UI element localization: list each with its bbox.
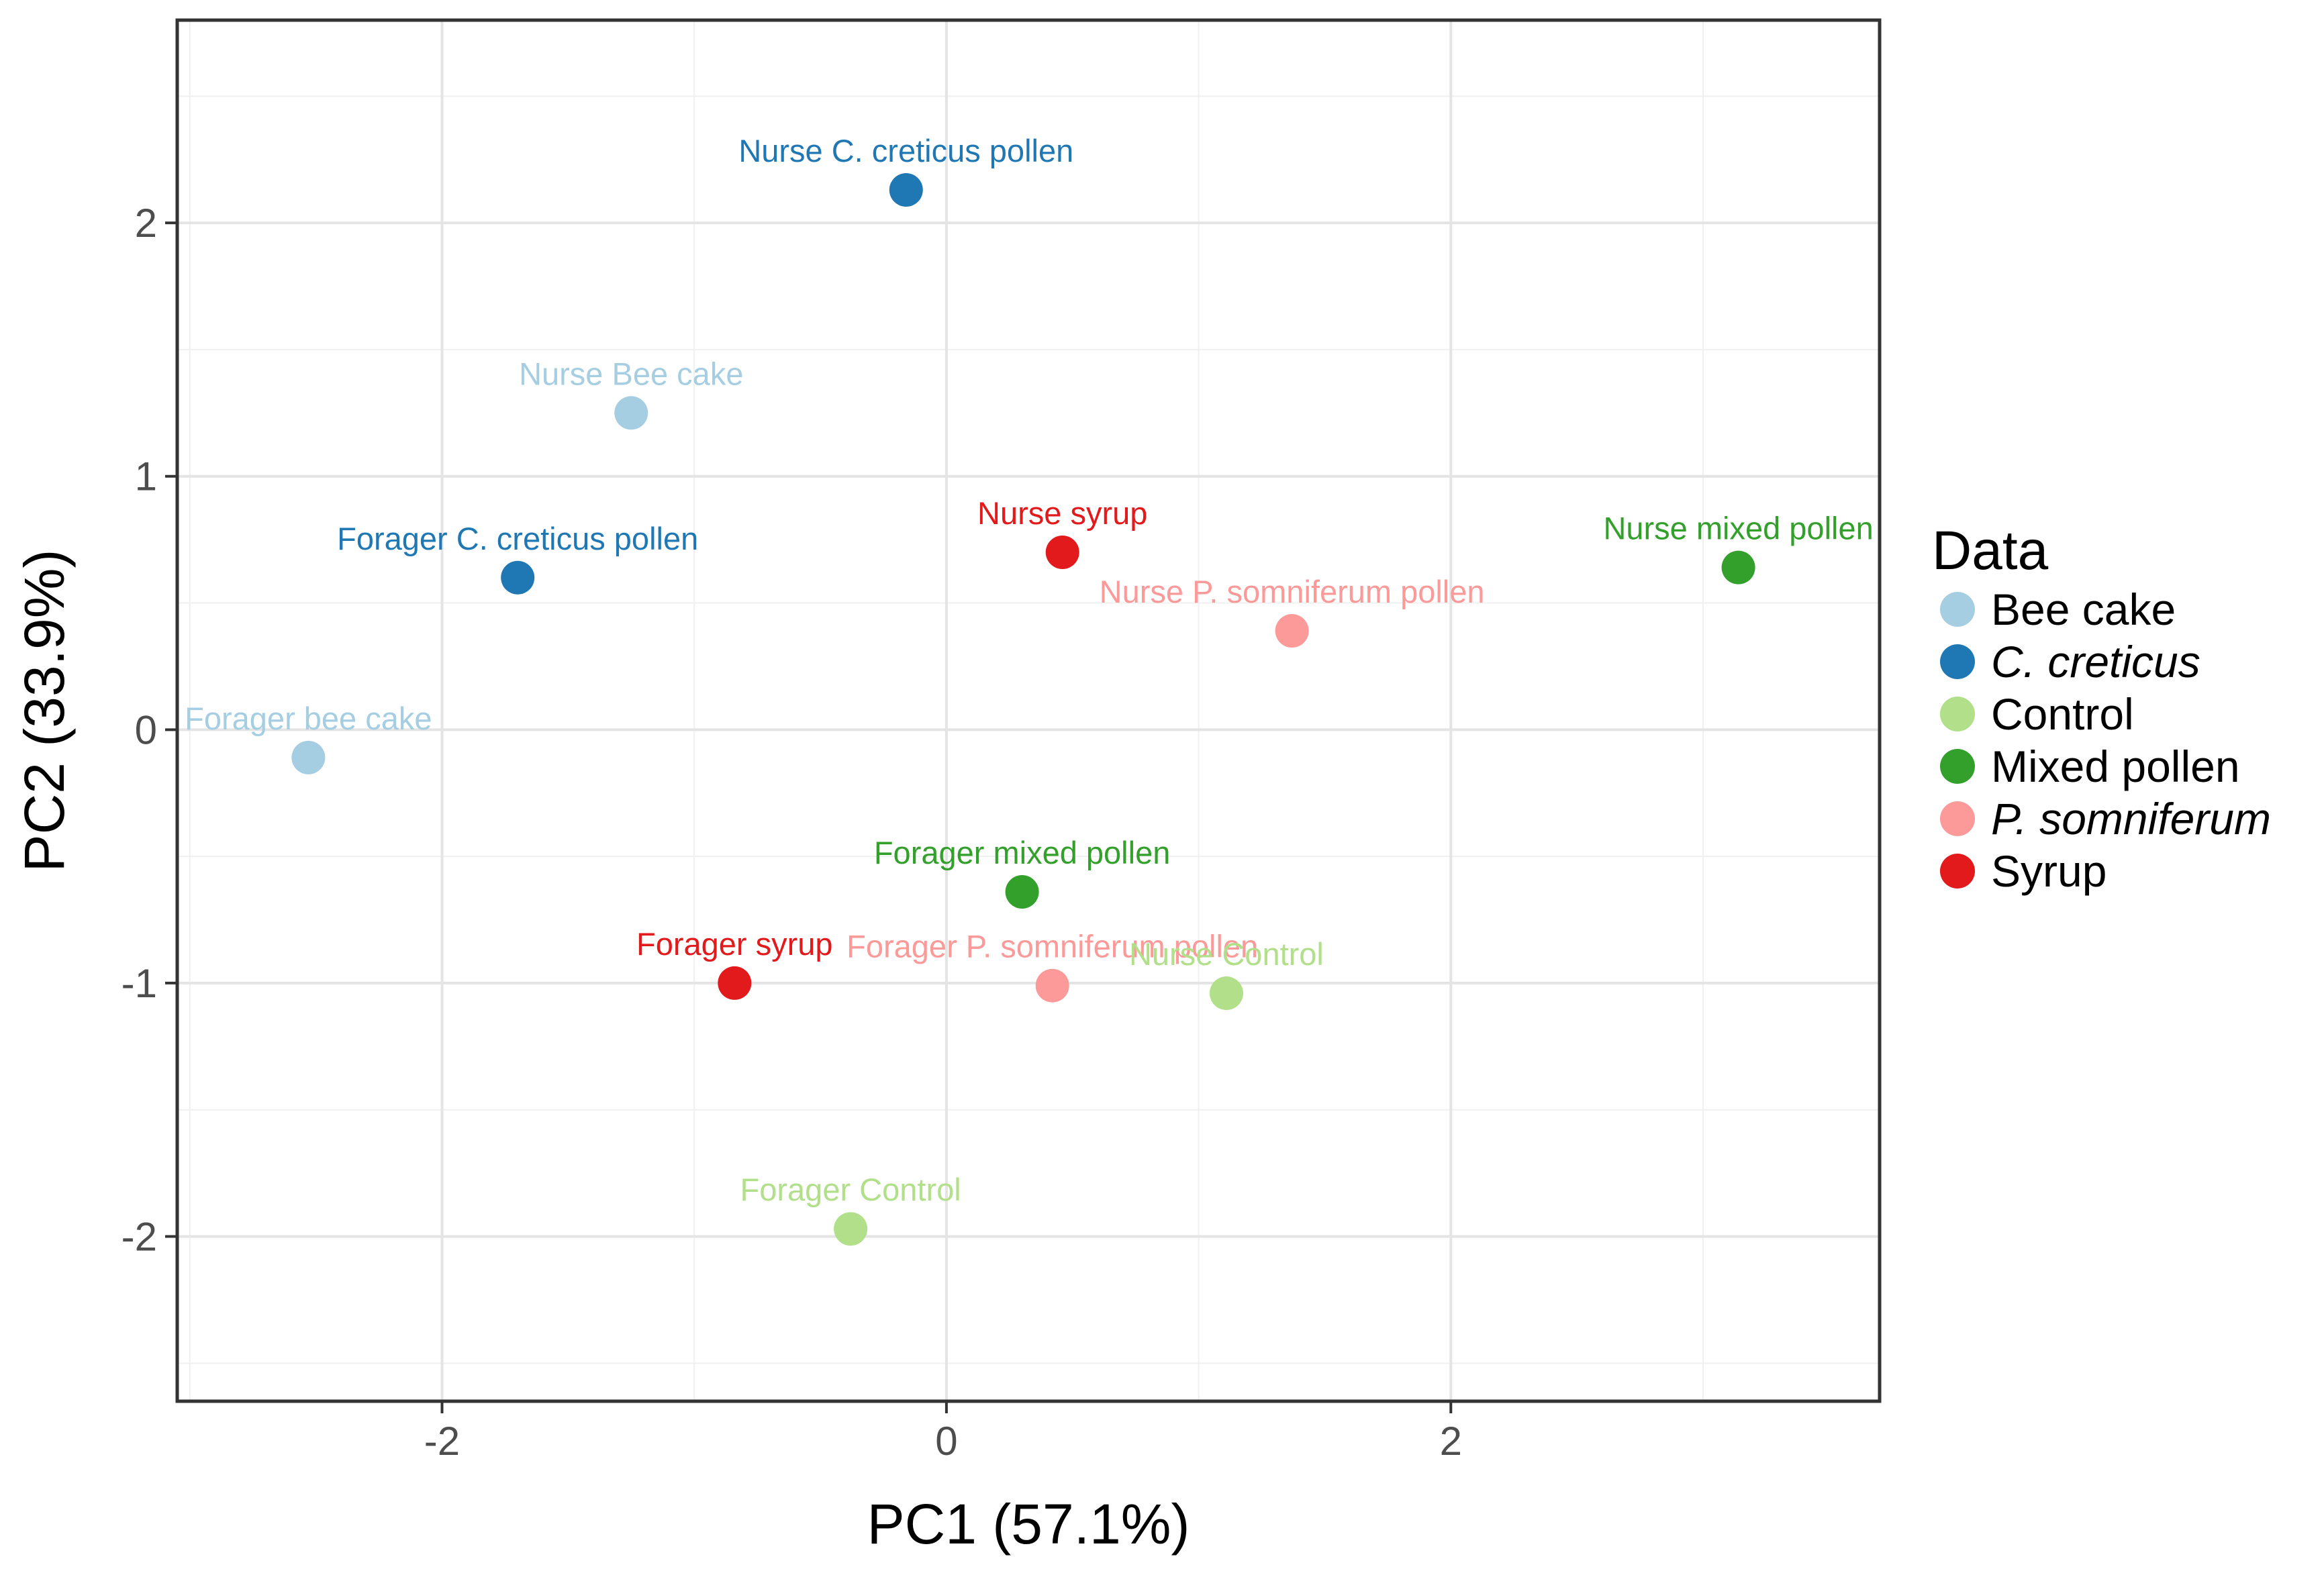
y-axis-title: PC2 (33.9%) <box>13 550 76 872</box>
y-tick-label: -2 <box>122 1215 157 1260</box>
legend-key <box>1940 801 1975 836</box>
data-point <box>834 1212 868 1246</box>
data-point <box>1035 968 1069 1003</box>
x-tick-label: 0 <box>935 1419 957 1464</box>
y-tick-labels: -2 -1 0 1 2 <box>122 201 157 1259</box>
legend-key <box>1940 749 1975 784</box>
point-label: Nurse Bee cake <box>519 356 743 391</box>
x-tick-label: 2 <box>1440 1419 1462 1464</box>
point-label: Forager C. creticus pollen <box>337 521 698 556</box>
data-point <box>614 396 648 430</box>
x-axis-title: PC1 (57.1%) <box>867 1492 1190 1556</box>
legend-key <box>1940 592 1975 627</box>
legend-key <box>1940 697 1975 731</box>
legend-title: Data <box>1932 520 2049 581</box>
legend-label: Bee cake <box>1991 585 2176 634</box>
grid-minor <box>177 20 1880 1401</box>
legend-label: P. somniferum <box>1991 794 2271 844</box>
y-tick-label: 0 <box>135 707 157 752</box>
point-label: Forager mixed pollen <box>874 835 1171 870</box>
point-label: Nurse Control <box>1129 936 1324 972</box>
data-point <box>1045 535 1079 569</box>
point-label: Nurse mixed pollen <box>1603 511 1873 546</box>
data-point <box>889 173 923 207</box>
axis-ticks <box>165 221 1453 1413</box>
data-point <box>1275 614 1309 648</box>
data-point <box>1721 550 1755 585</box>
point-label: Nurse P. somniferum pollen <box>1100 574 1485 609</box>
x-tick-label: -2 <box>424 1419 460 1464</box>
point-label: Forager syrup <box>636 926 833 962</box>
point-label: Nurse C. creticus pollen <box>738 133 1073 168</box>
legend-label: Syrup <box>1991 846 2107 896</box>
data-points <box>291 173 1755 1246</box>
point-labels: Nurse C. creticus pollen Nurse Bee cake Fo… <box>185 133 1874 1207</box>
x-tick-labels: -2 0 2 <box>424 1419 1462 1464</box>
legend-label: C. creticus <box>1991 637 2200 687</box>
point-label: Forager P. somniferum pollen <box>846 929 1258 964</box>
grid-major <box>177 20 1880 1401</box>
data-point <box>718 966 752 1000</box>
panel-border <box>175 18 1882 1403</box>
y-tick-label: 1 <box>135 454 157 499</box>
point-label: Forager bee cake <box>185 701 432 736</box>
legend-label: Control <box>1991 689 2134 739</box>
legend-label: Mixed pollen <box>1991 742 2240 791</box>
legend-key <box>1940 644 1975 679</box>
y-tick-label: -1 <box>122 961 157 1006</box>
data-point <box>501 560 535 595</box>
data-point <box>291 740 326 774</box>
point-label: Nurse syrup <box>977 495 1147 531</box>
legend-key <box>1940 854 1975 889</box>
data-point <box>1005 874 1039 909</box>
data-point <box>1209 976 1243 1011</box>
point-label: Forager Control <box>740 1172 961 1207</box>
y-tick-label: 2 <box>135 201 157 246</box>
